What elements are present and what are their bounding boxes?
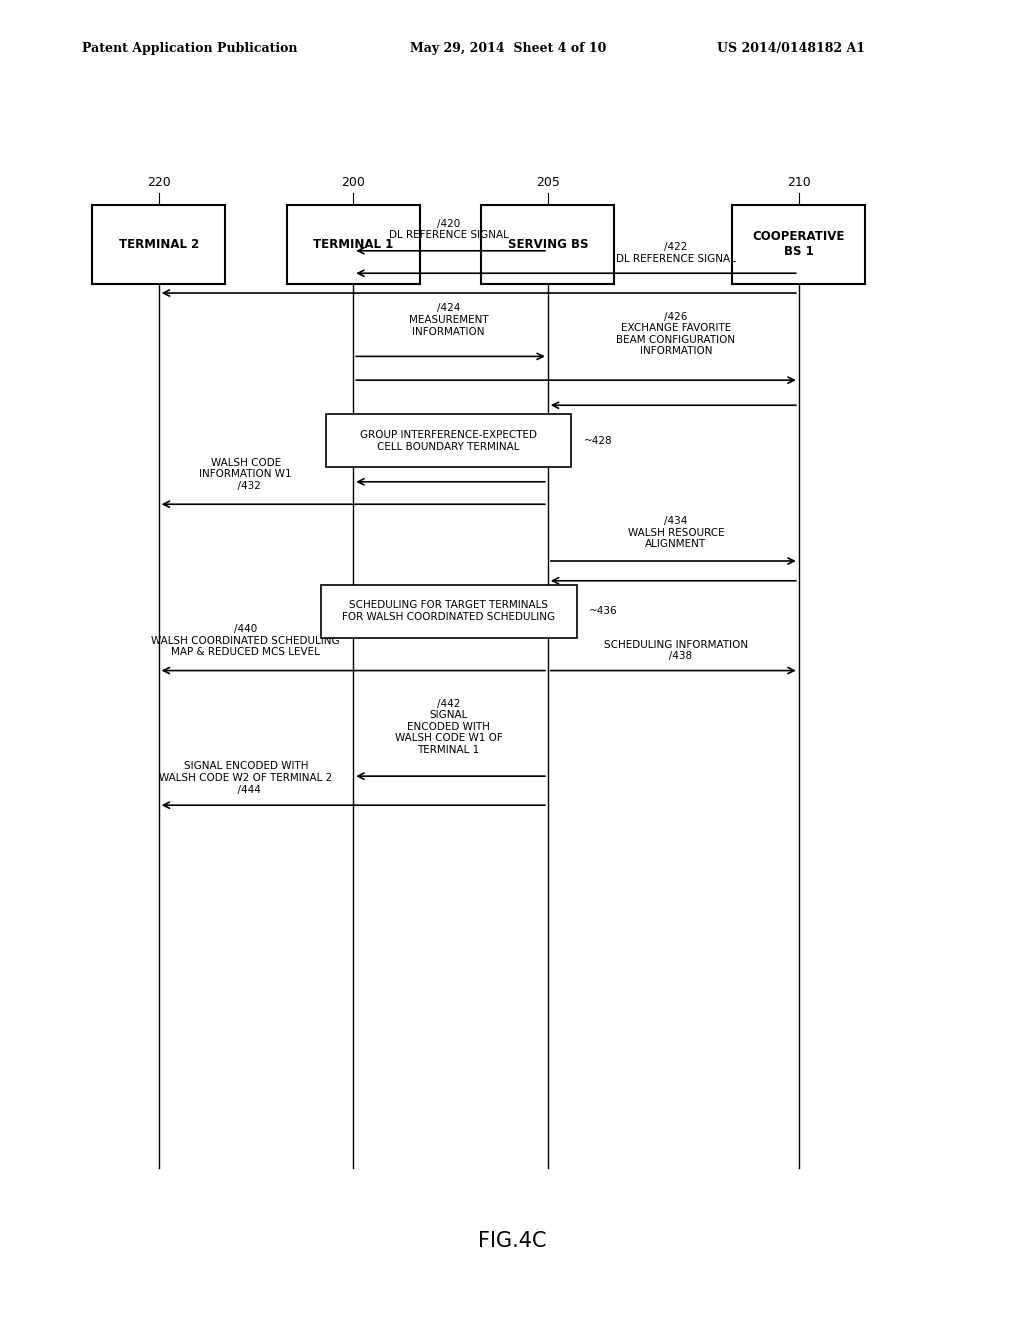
FancyBboxPatch shape (481, 205, 614, 284)
Text: SIGNAL ENCODED WITH
WALSH CODE W2 OF TERMINAL 2
  /444: SIGNAL ENCODED WITH WALSH CODE W2 OF TER… (159, 762, 333, 795)
Text: TERMINAL 1: TERMINAL 1 (313, 238, 393, 251)
Text: /424
MEASUREMENT
INFORMATION: /424 MEASUREMENT INFORMATION (409, 304, 488, 337)
Text: Patent Application Publication: Patent Application Publication (82, 42, 297, 55)
Text: /426
EXCHANGE FAVORITE
BEAM CONFIGURATION
INFORMATION: /426 EXCHANGE FAVORITE BEAM CONFIGURATIO… (616, 312, 735, 356)
Text: ~428: ~428 (584, 436, 612, 446)
Text: 220: 220 (146, 176, 171, 189)
Text: /430
WALSH CODE
INFORMATION W2: /430 WALSH CODE INFORMATION W2 (402, 436, 495, 469)
Text: SERVING BS: SERVING BS (508, 238, 588, 251)
Text: 200: 200 (341, 176, 366, 189)
Text: /442
SIGNAL
ENCODED WITH
WALSH CODE W1 OF
TERMINAL 1: /442 SIGNAL ENCODED WITH WALSH CODE W1 O… (394, 698, 503, 755)
Text: US 2014/0148182 A1: US 2014/0148182 A1 (717, 42, 865, 55)
Text: ~436: ~436 (589, 606, 617, 616)
FancyBboxPatch shape (321, 585, 577, 638)
Text: COOPERATIVE
BS 1: COOPERATIVE BS 1 (753, 230, 845, 259)
Text: May 29, 2014  Sheet 4 of 10: May 29, 2014 Sheet 4 of 10 (410, 42, 606, 55)
FancyBboxPatch shape (287, 205, 420, 284)
Text: WALSH CODE
INFORMATION W1
  /432: WALSH CODE INFORMATION W1 /432 (200, 458, 292, 491)
Text: 210: 210 (786, 176, 811, 189)
Text: SCHEDULING FOR TARGET TERMINALS
FOR WALSH COORDINATED SCHEDULING: SCHEDULING FOR TARGET TERMINALS FOR WALS… (342, 601, 555, 622)
Text: FIG.4C: FIG.4C (478, 1230, 546, 1251)
Text: SCHEDULING INFORMATION
   /438: SCHEDULING INFORMATION /438 (604, 640, 748, 661)
Text: GROUP INTERFERENCE-EXPECTED
CELL BOUNDARY TERMINAL: GROUP INTERFERENCE-EXPECTED CELL BOUNDAR… (360, 430, 537, 451)
Text: /420
DL REFERENCE SIGNAL: /420 DL REFERENCE SIGNAL (388, 219, 509, 240)
Text: /434
WALSH RESOURCE
ALIGNMENT: /434 WALSH RESOURCE ALIGNMENT (628, 516, 724, 549)
FancyBboxPatch shape (92, 205, 225, 284)
Text: TERMINAL 2: TERMINAL 2 (119, 238, 199, 251)
Text: /440
WALSH COORDINATED SCHEDULING
MAP & REDUCED MCS LEVEL: /440 WALSH COORDINATED SCHEDULING MAP & … (152, 624, 340, 657)
FancyBboxPatch shape (732, 205, 865, 284)
Text: 205: 205 (536, 176, 560, 189)
FancyBboxPatch shape (326, 414, 571, 467)
Text: /422
DL REFERENCE SIGNAL: /422 DL REFERENCE SIGNAL (615, 243, 736, 264)
